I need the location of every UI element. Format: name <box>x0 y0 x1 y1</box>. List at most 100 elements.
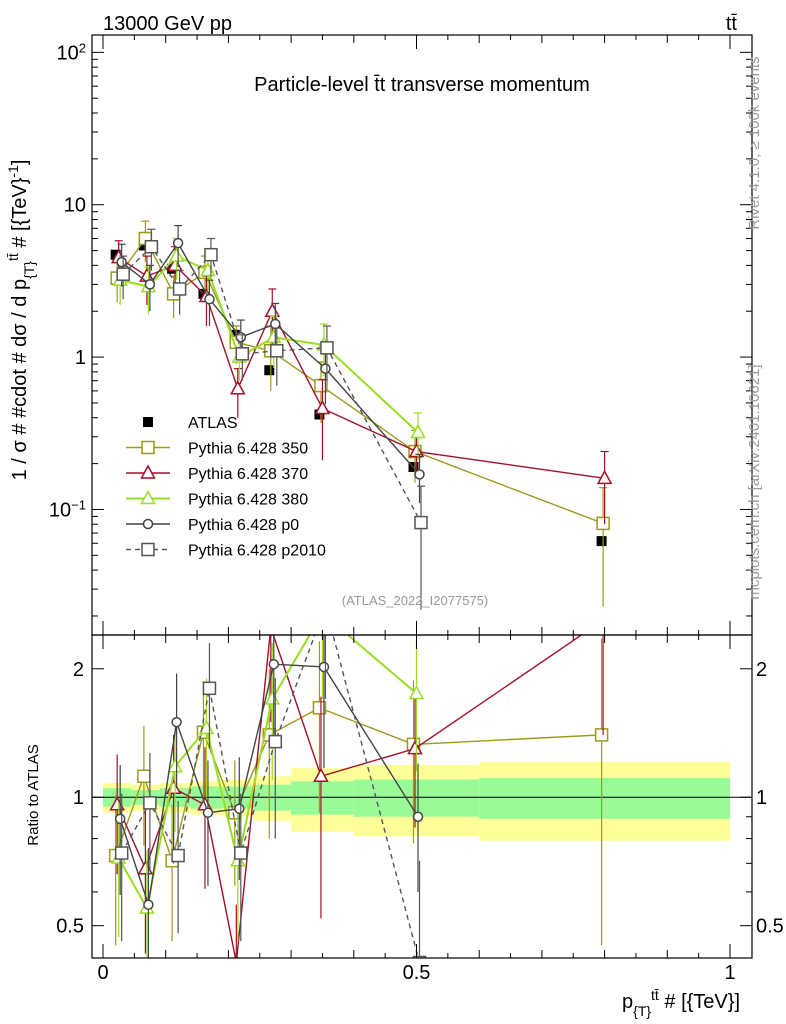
main-y-tick-label: 10−1 <box>49 497 86 522</box>
main-series-layer <box>110 220 613 610</box>
data-point <box>116 267 130 281</box>
main-y-axis-label: 1 / σ # #cdot # dσ / d p{T}tt̄ # [{TeV}-… <box>5 160 37 481</box>
ratio-point <box>171 848 185 863</box>
ratio-point <box>316 606 329 618</box>
legend-label: Pythia 6.428 380 <box>188 492 308 509</box>
data-point <box>230 380 246 395</box>
band-inner-bin <box>291 781 354 815</box>
axis-ticks: 10−1 1 10 102 0.5 0.5 1 1 2 2 0 0.5 1 <box>49 35 784 984</box>
ratio-point <box>234 846 248 860</box>
data-point <box>270 318 281 330</box>
ratio-point <box>313 767 329 782</box>
ratio-point <box>412 955 427 958</box>
ratio-y-tick-label: 0.5 <box>56 916 84 938</box>
legend-marker <box>141 440 155 455</box>
legend-label: Pythia 6.428 p0 <box>188 517 299 534</box>
ratio-series-pythia-6-428-p2010 <box>114 600 427 958</box>
band-inner-bin <box>353 779 480 817</box>
plot-frames <box>91 34 753 959</box>
data-point <box>596 536 607 547</box>
ratio-point <box>202 807 214 818</box>
data-point <box>320 341 334 355</box>
source-label: mcplots.cern.ch [arXiv:2401.10621] <box>746 364 763 599</box>
ratio-series-pythia-6-428-370 <box>109 620 604 958</box>
data-point <box>264 302 281 317</box>
legend-marker <box>143 417 153 427</box>
data-point <box>168 247 185 262</box>
ratio-plot-frame <box>91 634 753 959</box>
legend: ATLAS Pythia 6.428 350 Pythia 6.428 370 Pyt… <box>126 415 326 560</box>
ratio-point <box>268 734 283 749</box>
ratio-point <box>114 846 129 860</box>
data-point <box>172 282 187 296</box>
legend-label: Pythia 6.428 370 <box>188 466 308 483</box>
series-pythia-6-428-370 <box>110 240 613 525</box>
data-point <box>264 365 275 376</box>
ratio-point <box>319 600 331 612</box>
data-point <box>314 399 331 415</box>
ratio-point <box>264 690 281 705</box>
ratio-point <box>412 811 424 823</box>
data-point <box>172 237 184 249</box>
legend-marker <box>140 464 156 479</box>
ratio-point <box>312 701 327 715</box>
legend-marker <box>141 542 155 557</box>
data-point <box>414 515 428 530</box>
data-point <box>266 328 282 343</box>
analysis-id-annotation: (ATLAS_2022_I2077575) <box>342 593 488 608</box>
chart-title: Particle-level t̄t transverse momentum <box>254 74 590 96</box>
data-point <box>408 442 425 458</box>
data-point <box>204 293 215 305</box>
x-tick-label: 0 <box>97 962 108 984</box>
ratio-point <box>318 661 330 673</box>
ratio-y-tick-label: 2 <box>73 659 84 681</box>
rivet-label: Rivet 4.1.0, ≥ 100k events <box>746 56 763 229</box>
legend-label: Pythia 6.428 350 <box>188 441 308 458</box>
data-point <box>314 409 325 420</box>
ratio-point <box>114 813 126 825</box>
legend-label: ATLAS <box>188 415 238 432</box>
data-point <box>410 423 426 439</box>
data-point <box>235 347 250 361</box>
ratio-point <box>143 796 157 810</box>
ratio-point <box>264 620 277 632</box>
x-tick-label: 0.5 <box>403 962 431 984</box>
legend-marker <box>140 489 156 505</box>
data-point <box>596 516 610 531</box>
ratio-y-tick-label-right: 0.5 <box>756 916 784 938</box>
ratio-point <box>594 728 609 742</box>
ratio-point <box>234 803 245 814</box>
energy-label: 13000 GeV pp <box>103 13 232 35</box>
series-line <box>122 245 422 523</box>
data-point <box>229 329 240 340</box>
series-pythia-6-428-p2010 <box>116 228 428 610</box>
data-point <box>204 247 218 262</box>
ratio-point <box>268 658 280 670</box>
ratio-point <box>234 953 239 958</box>
ratio-point <box>171 716 182 728</box>
ratio-series-line <box>121 635 420 958</box>
data-point <box>116 256 127 268</box>
ratio-point <box>408 684 425 700</box>
ratio-y-tick-label-right: 2 <box>756 659 767 681</box>
data-point <box>138 240 149 251</box>
ratio-point <box>137 769 151 783</box>
data-point <box>144 279 156 290</box>
ratio-y-tick-label-right: 1 <box>756 787 767 809</box>
ratio-series-layer <box>108 600 609 958</box>
ratio-y-axis-label: Ratio to ATLAS <box>25 744 42 845</box>
x-tick-label: 1 <box>724 962 735 984</box>
data-point <box>270 344 284 358</box>
main-y-tick-label: 1 <box>75 347 86 369</box>
ratio-point <box>143 899 154 910</box>
ratio-point <box>407 740 423 755</box>
ratio-series-line <box>116 635 583 958</box>
ratio-point <box>202 681 217 696</box>
ratio-y-tick-label: 1 <box>73 787 84 809</box>
ratio-uncertainty-bands <box>92 761 752 841</box>
legend-label: Pythia 6.428 p2010 <box>188 543 326 560</box>
ratio-series-pythia-6-428-p0 <box>114 635 424 958</box>
ratio-point <box>167 757 183 773</box>
legend-marker <box>142 518 154 530</box>
